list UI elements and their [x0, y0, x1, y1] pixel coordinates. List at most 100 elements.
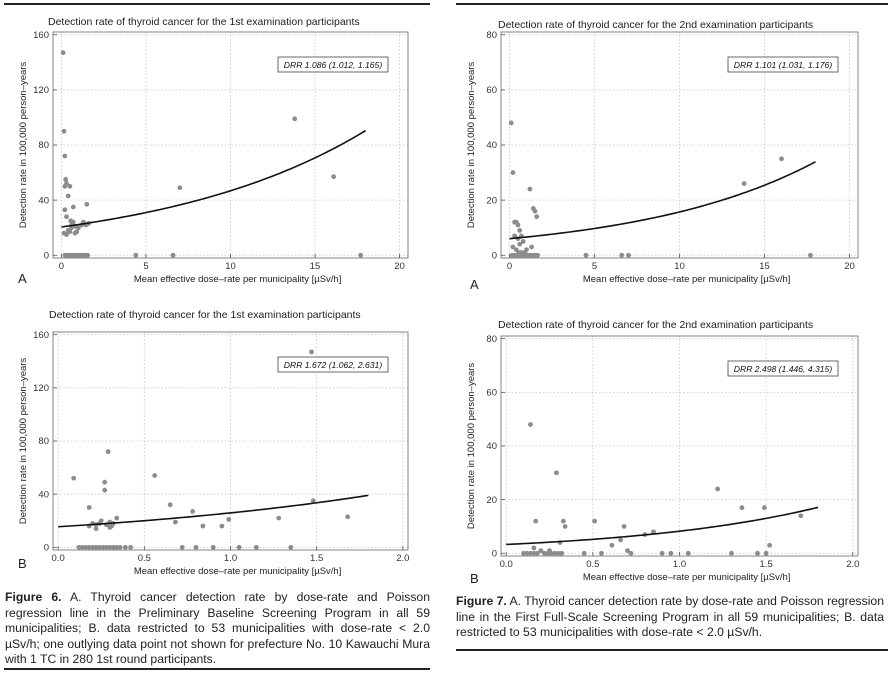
fig6a-point	[61, 128, 67, 134]
fig7a-point	[515, 222, 521, 228]
fig6b-point	[109, 523, 114, 529]
fig7a-point	[510, 170, 516, 175]
fig7b-point	[592, 518, 597, 524]
fig6b-point	[253, 544, 259, 550]
fig6b-point	[97, 544, 102, 550]
fig6b-xtick-label: 0.5	[138, 553, 151, 564]
fig7a-fit-line	[509, 161, 816, 240]
fig6a-ytick-label: 120	[33, 85, 49, 96]
fig6a-point	[74, 229, 80, 235]
fig6b-point	[117, 544, 123, 550]
fig6b-xtick-label: 1.0	[224, 553, 237, 564]
fig6a-xtick-label: 5	[143, 261, 148, 272]
fig7b-xtick-label: 2.0	[846, 559, 859, 570]
fig7b-point	[798, 513, 804, 519]
fig6b-point	[226, 517, 232, 522]
fig7a-svg: Detection rate of thyroid cancer for the…	[466, 19, 859, 285]
fig7b-point	[545, 550, 551, 556]
fig7a-point	[524, 247, 529, 253]
fig7b-fit-line	[506, 506, 819, 546]
fig6b-panel-label: B	[18, 556, 27, 571]
fig6a-point	[67, 252, 73, 258]
fig6b-point	[71, 475, 77, 481]
fig7a-point	[534, 214, 540, 220]
fig7a-point	[520, 239, 526, 244]
fig6b-point	[310, 498, 316, 504]
fig7a-annotation: DRR 1.101 (1.031, 1.176)	[734, 60, 833, 70]
fig7-caption: Figure 7. A. Thyroid cancer detection ra…	[456, 594, 884, 641]
fig6a-xtick-label: 20	[394, 261, 405, 272]
fig6b-annotation-box	[277, 356, 389, 373]
fig6b-point	[122, 544, 128, 550]
fig7-top-rule	[456, 3, 888, 5]
fig7b-point	[531, 550, 537, 556]
fig7-bottom-rule	[456, 649, 888, 651]
fig7b-point	[559, 550, 565, 556]
fig6b-point	[86, 544, 92, 550]
fig6a-point	[170, 252, 176, 258]
fig7b-xtick-label: 0.5	[586, 559, 599, 570]
fig7b-point	[729, 550, 734, 556]
fig7b-annotation: DRR 2.498 (1.446, 4.315)	[734, 364, 833, 374]
fig7a-point	[583, 252, 589, 258]
fig6b-point	[76, 544, 82, 550]
fig6b-point	[309, 349, 314, 355]
fig7b-point	[555, 550, 561, 556]
fig7a-ytick-label: 80	[486, 30, 497, 41]
fig7a-point	[535, 252, 540, 258]
fig7a-ylabel: Detection rate in 100,000 person–years	[466, 62, 477, 229]
fig6a-point	[84, 252, 90, 258]
fig6b-point	[288, 544, 294, 550]
fig7b-point	[581, 550, 587, 556]
fig7b-point	[685, 550, 691, 556]
fig7b-point	[528, 550, 533, 556]
fig7b-point	[762, 505, 767, 511]
fig7a-point	[529, 244, 534, 250]
fig6b-point	[110, 544, 116, 550]
fig6a-annotation: DRR 1.086 (1.012, 1.165)	[284, 60, 383, 70]
fig7b-xtick-label: 1.0	[673, 559, 686, 570]
fig6a-point	[358, 252, 364, 258]
fig6a-fit-line	[61, 129, 367, 228]
fig7b-point	[560, 518, 566, 524]
fig6a-point	[67, 183, 73, 189]
fig6a-point	[75, 252, 81, 258]
fig7a-point	[508, 120, 514, 126]
fig7b-point	[767, 542, 773, 548]
fig7b-point	[628, 550, 634, 556]
fig6a-xtick-label: 15	[310, 261, 321, 272]
fig7-caption-text: A. Thyroid cancer detection rate by dose…	[456, 594, 884, 640]
fig7-caption-label: Figure 7.	[456, 594, 507, 608]
fig7a-ytick-label: 20	[486, 195, 497, 206]
fig6a-xtick-label: 10	[225, 261, 236, 272]
fig7b-ytick-label: 40	[486, 441, 497, 452]
fig7a-point	[517, 241, 523, 247]
fig7a-annotation-box	[727, 56, 839, 73]
fig6-caption: Figure 6. A. Thyroid cancer detection ra…	[5, 590, 430, 668]
fig6b-point	[114, 544, 120, 550]
fig7b-point	[552, 550, 558, 556]
fig7b-point	[524, 550, 530, 556]
fig7a-point	[741, 181, 747, 186]
fig6b-point	[167, 502, 173, 508]
fig6a-point	[177, 185, 183, 191]
fig7b-point	[609, 542, 615, 548]
fig6b-annotation: DRR 1.672 (1.062, 2.631)	[284, 360, 383, 370]
fig6b-point	[83, 544, 89, 550]
fig7b-point	[521, 550, 526, 556]
fig7a-point	[517, 228, 523, 233]
fig7a-xlabel: Mean effective dose–rate per municipalit…	[583, 274, 791, 285]
fig6b-xtick-label: 2.0	[396, 553, 409, 564]
fig7b-point	[541, 550, 547, 556]
fig7b-xtick-label: 0.0	[500, 559, 513, 570]
fig7b-point	[533, 518, 539, 524]
fig6b-point	[128, 544, 133, 550]
fig7b-point	[562, 524, 568, 529]
fig6b-point	[236, 544, 242, 550]
fig7a-chart: Detection rate of thyroid cancer for the…	[451, 0, 886, 300]
fig7b-point	[715, 486, 721, 492]
fig7a-panel-label: A	[470, 277, 479, 292]
fig6a-ytick-label: 40	[38, 195, 49, 206]
fig6b-fit-line	[58, 494, 369, 528]
fig6a-point	[63, 252, 69, 258]
